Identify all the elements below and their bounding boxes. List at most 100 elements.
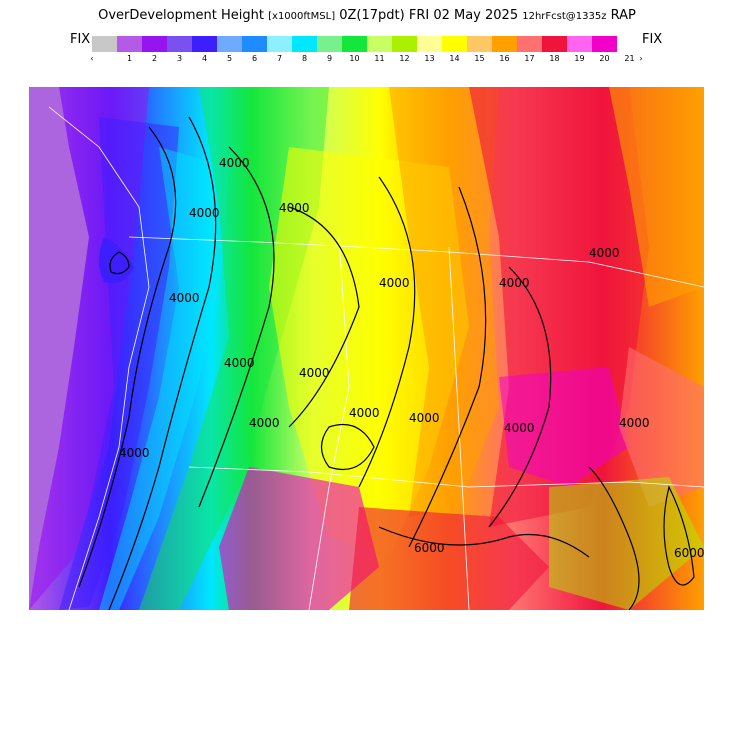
magenta-region-south xyxy=(219,467,379,610)
colorbar-tick-label: 21 xyxy=(624,54,635,63)
colorbar-tick-label: 6 xyxy=(251,54,258,63)
right-arrow-icon: › xyxy=(639,54,643,63)
colorbar-swatch xyxy=(242,36,267,52)
orange-region xyxy=(389,87,499,517)
colorbar-swatch xyxy=(267,36,292,52)
colorbar-swatch xyxy=(442,36,467,52)
state-line-3 xyxy=(448,246,470,610)
model-name: RAP xyxy=(610,8,636,23)
contour-label: 4000 xyxy=(219,156,250,170)
colorbar-swatch xyxy=(142,36,167,52)
red-region-south xyxy=(349,507,549,610)
colorbar-tick-label: 16 xyxy=(499,54,510,63)
contour-8 xyxy=(320,423,375,471)
pink-region-east xyxy=(619,347,704,507)
contour-12 xyxy=(378,526,590,558)
colorbar-tick-label: 14 xyxy=(449,54,460,63)
colorbar-tick-label: 17 xyxy=(524,54,535,63)
contour-5 xyxy=(358,176,416,488)
colorbar-swatch xyxy=(292,36,317,52)
colorbar-swatch xyxy=(167,36,192,52)
contour-label: 4000 xyxy=(299,366,330,380)
colorbar-swatch xyxy=(192,36,217,52)
colorbar-tick-label: 19 xyxy=(574,54,585,63)
contour-label: 4000 xyxy=(279,201,310,215)
colorbar-swatch xyxy=(317,36,342,52)
colorbar-tick-label: 20 xyxy=(599,54,610,63)
state-line-4 xyxy=(188,466,704,488)
contour-2 xyxy=(108,116,217,610)
state-line-2 xyxy=(308,236,350,610)
contour-label: 4000 xyxy=(119,446,150,460)
colorbar-tick-label: 13 xyxy=(424,54,435,63)
forecast-info: 12hrFcst@1335z xyxy=(522,11,607,22)
colorbar-left-label: FIX xyxy=(70,32,91,47)
colorbar-tick-label: 15 xyxy=(474,54,485,63)
colorbar-tick-label: 1 xyxy=(126,54,133,63)
colorbar-swatch xyxy=(592,36,617,52)
state-boundaries xyxy=(48,106,704,610)
colorbar-swatch xyxy=(517,36,542,52)
colorbar-tick-label: 10 xyxy=(349,54,360,63)
colorbar-swatch xyxy=(117,36,142,52)
orange-region-northeast xyxy=(609,87,704,307)
contour-label: 4000 xyxy=(379,276,410,290)
colorbar-swatch xyxy=(467,36,492,52)
contour-9 xyxy=(109,251,130,275)
colorbar-swatch xyxy=(392,36,417,52)
contour-10 xyxy=(663,485,695,586)
colorbar-tick-label: 3 xyxy=(176,54,183,63)
contour-label: 6000 xyxy=(674,546,704,560)
contour-label: 4000 xyxy=(504,421,535,435)
colorbar-swatch xyxy=(542,36,567,52)
contour-lines xyxy=(78,116,695,610)
contour-6 xyxy=(408,186,487,548)
contour-label: 4000 xyxy=(249,416,280,430)
map-title: OverDevelopment Height [x1000ftMSL] 0Z(1… xyxy=(0,8,734,23)
run-time: 0Z(17pdt) FRI 02 May 2025 xyxy=(339,8,519,23)
colorbar-tick-label: 9 xyxy=(326,54,333,63)
colorbar-tick-label: 5 xyxy=(226,54,233,63)
contour-label: 4000 xyxy=(349,406,380,420)
colorbar-tick-label: 18 xyxy=(549,54,560,63)
colorbar-swatch xyxy=(92,36,117,52)
colorbar-tick-label: 11 xyxy=(374,54,385,63)
contour-label: 4000 xyxy=(409,411,440,425)
contour-4 xyxy=(288,206,360,428)
units-label: [x1000ftMSL] xyxy=(268,11,336,22)
colorbar-swatch xyxy=(567,36,592,52)
colorbar-swatch xyxy=(417,36,442,52)
colorbar-ticks: ‹ › 1 2 3 4 5 6 7 8 9 10 11 12 13 14 15 16 17 18 19 20 21 xyxy=(80,54,660,66)
colorbar-tick-label: 7 xyxy=(276,54,283,63)
color-regions xyxy=(29,87,704,610)
contour-11 xyxy=(588,466,640,610)
colorbar-right-label: FIX xyxy=(642,32,663,47)
colorbar-tick-label: 2 xyxy=(151,54,158,63)
colorbar-swatch xyxy=(367,36,392,52)
colorbar-tick-label: 8 xyxy=(301,54,308,63)
contour-label: 4000 xyxy=(589,246,620,260)
contour-label: 4000 xyxy=(619,416,650,430)
colorbar-tick-label: 4 xyxy=(201,54,208,63)
contour-1 xyxy=(78,126,177,588)
coastline xyxy=(48,106,150,610)
contour-labels: 4000 4000 4000 4000 4000 4000 4000 4000 … xyxy=(119,156,704,560)
state-line-1 xyxy=(128,236,704,288)
contour-label: 4000 xyxy=(499,276,530,290)
product-name: OverDevelopment Height xyxy=(98,8,264,23)
colorbar-tick-label: 12 xyxy=(399,54,410,63)
blue-region xyxy=(59,117,179,610)
contour-label: 4000 xyxy=(189,206,220,220)
contour-label: 4000 xyxy=(224,356,255,370)
contour-label: 4000 xyxy=(169,291,200,305)
colorbar-swatch xyxy=(342,36,367,52)
colorbar-swatch xyxy=(492,36,517,52)
colorbar-swatch xyxy=(217,36,242,52)
contour-7 xyxy=(488,266,552,528)
left-arrow-icon: ‹ xyxy=(90,54,94,63)
contour-label: 6000 xyxy=(414,541,445,555)
cyan-region xyxy=(99,147,229,610)
contour-3 xyxy=(198,146,275,508)
colorbar xyxy=(92,36,617,52)
weather-map: 4000 4000 4000 4000 4000 4000 4000 4000 … xyxy=(29,87,704,610)
